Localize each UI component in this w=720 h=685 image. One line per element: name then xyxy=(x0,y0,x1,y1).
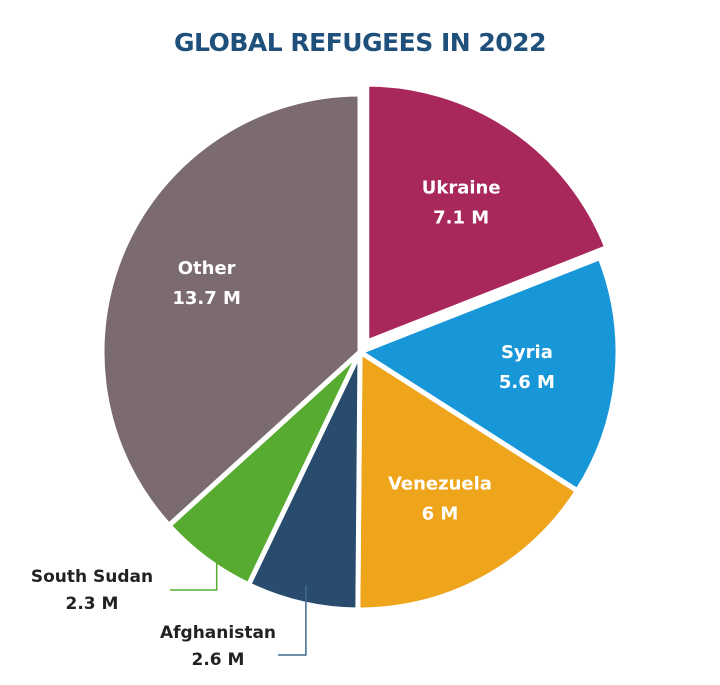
leader-line xyxy=(278,585,307,656)
slice-label: Other xyxy=(178,258,236,279)
pie-slice xyxy=(357,255,621,494)
slice-label: Afghanistan xyxy=(160,623,276,643)
pie-slice xyxy=(364,81,610,345)
slice-value: 2.6 M xyxy=(192,650,245,670)
leader-line xyxy=(170,544,218,591)
chart-title: GLOBAL REFUGEES IN 2022 xyxy=(174,28,546,57)
slice-label: Syria xyxy=(501,342,553,363)
slice-value: 2.3 M xyxy=(66,594,119,614)
slice-label: South Sudan xyxy=(31,567,153,587)
slice-value: 13.7 M xyxy=(172,288,241,309)
pie-slice xyxy=(355,349,580,613)
slice-value: 6 M xyxy=(422,503,459,524)
slice-value: 7.1 M xyxy=(433,207,489,228)
slice-label: Venezuela xyxy=(388,473,492,494)
slice-label: Ukraine xyxy=(422,177,501,198)
slice-value: 5.6 M xyxy=(499,372,555,393)
pie-slice xyxy=(99,91,363,528)
